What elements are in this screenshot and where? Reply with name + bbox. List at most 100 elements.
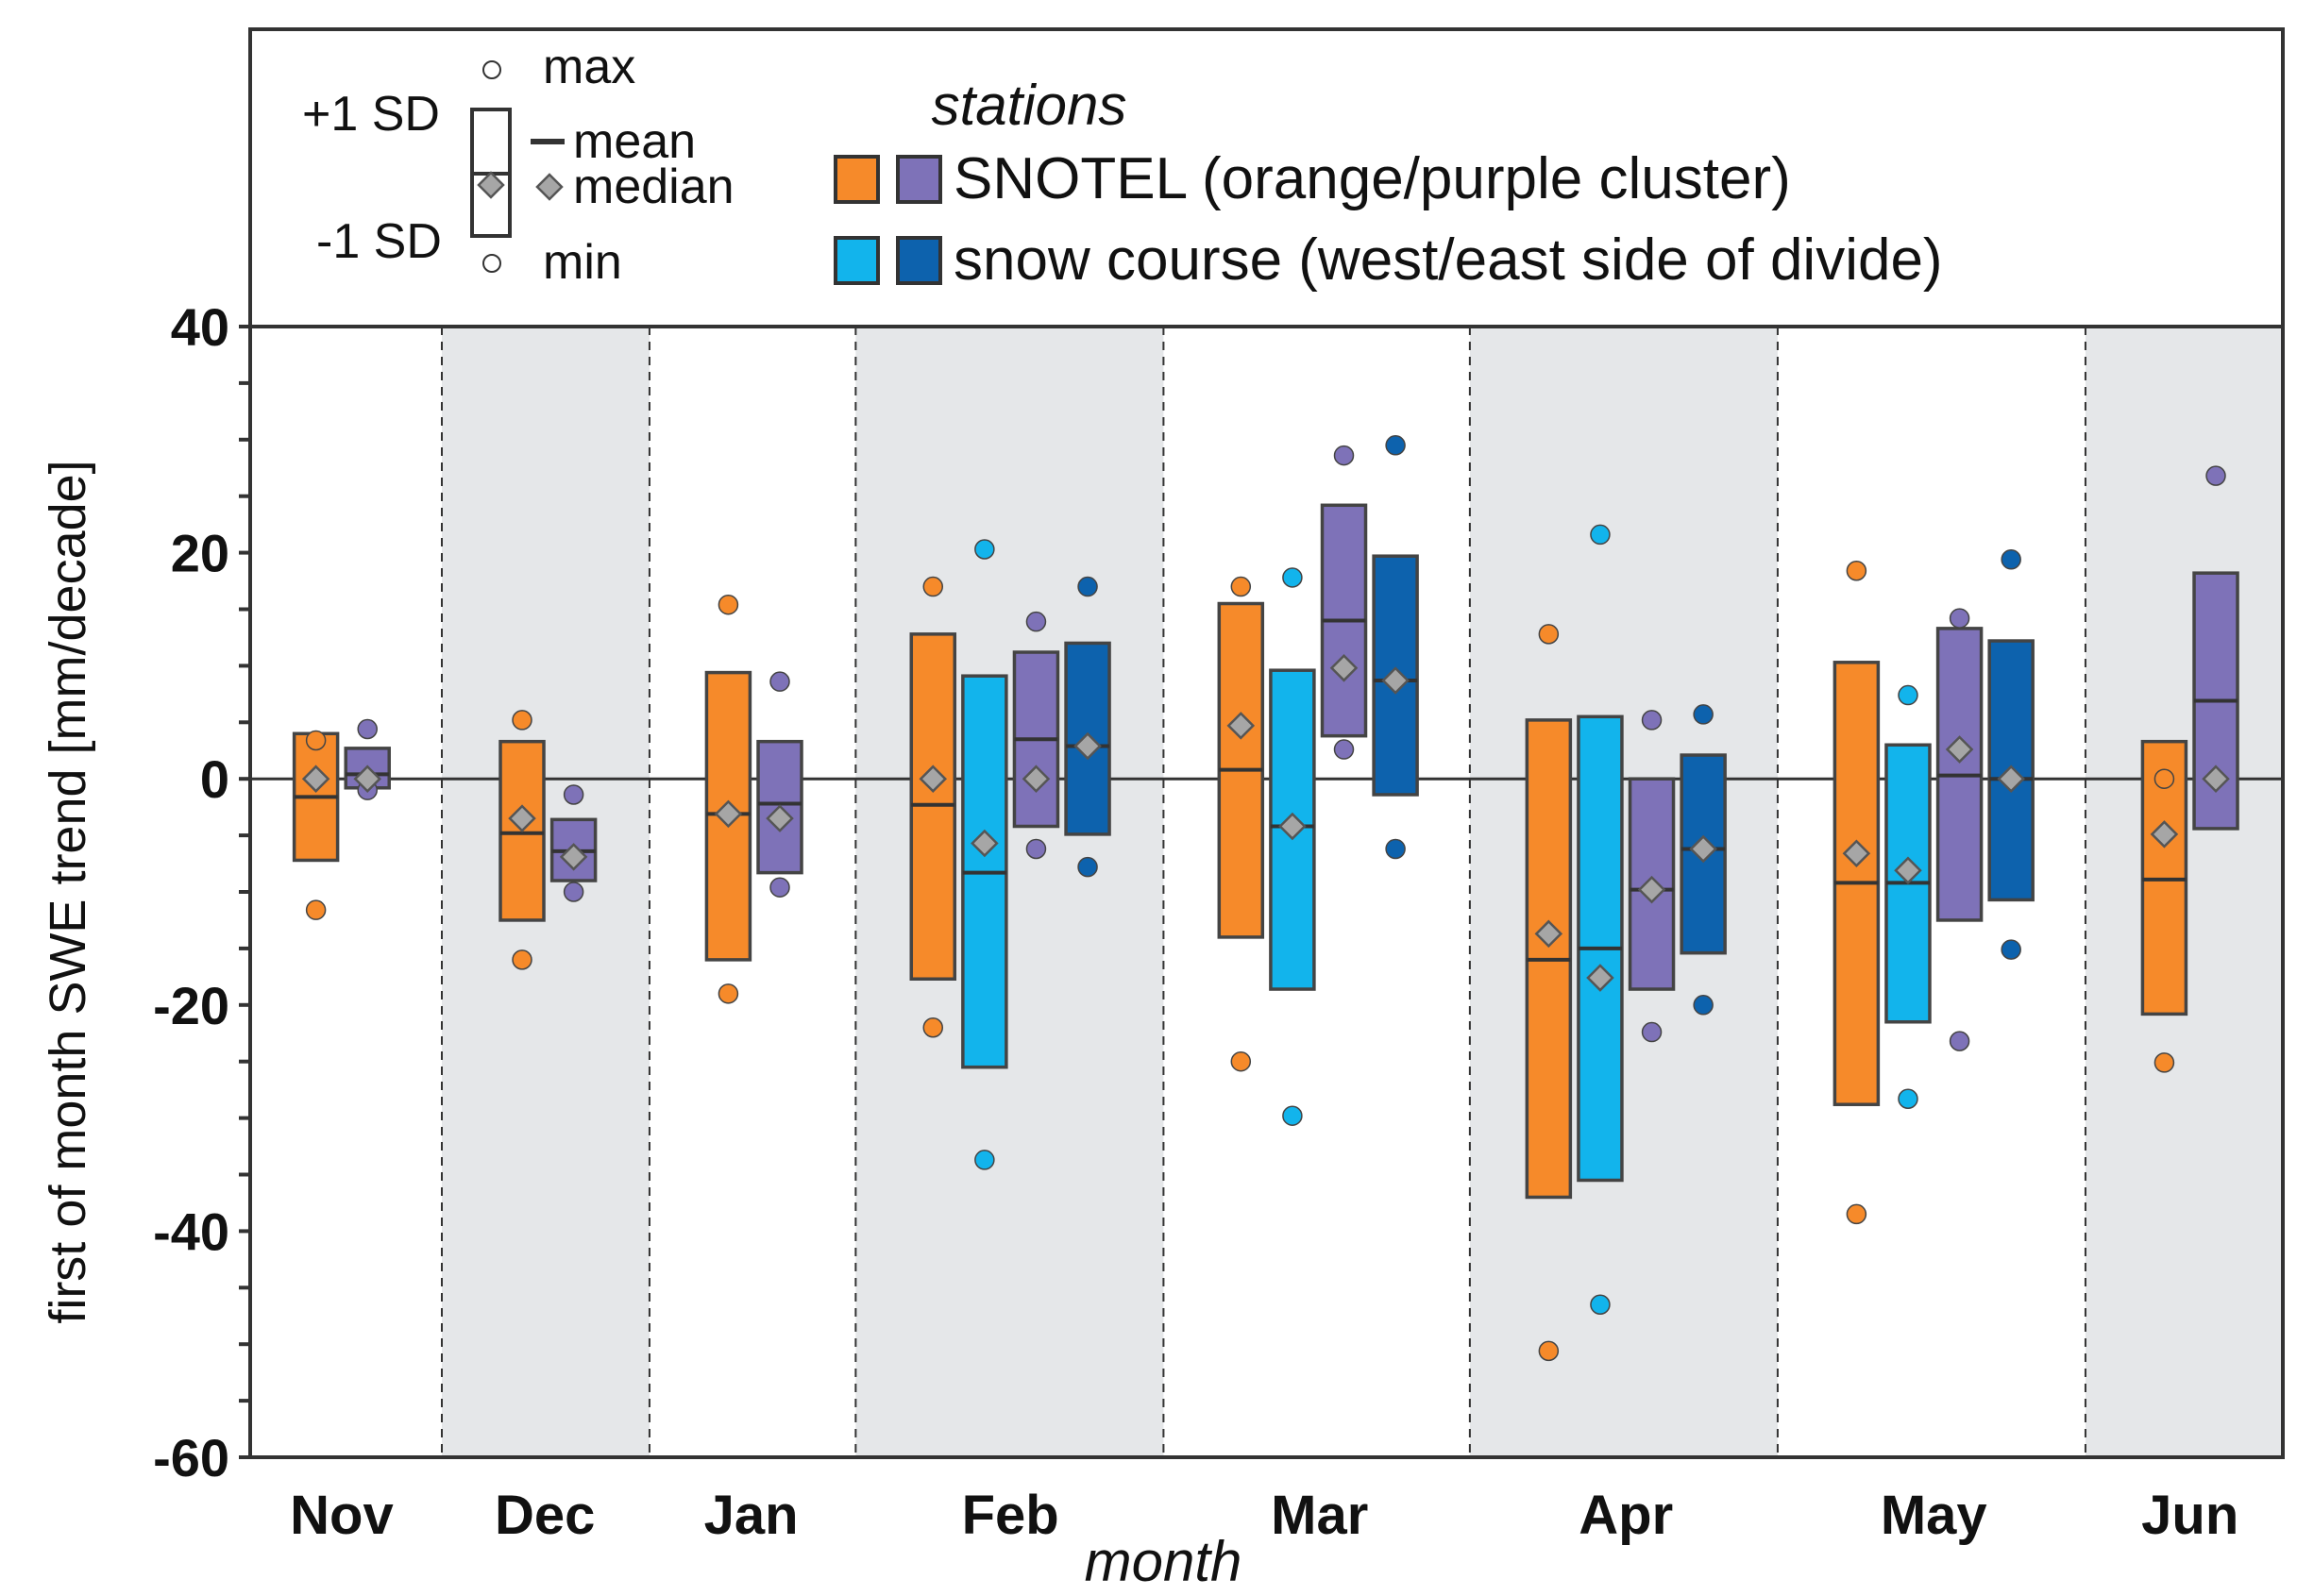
x-tick-label-nov: Nov xyxy=(290,1485,394,1546)
legend-max-label: max xyxy=(543,40,635,94)
max-point xyxy=(1590,524,1611,546)
box-apr-snotel_orange xyxy=(1525,624,1573,1362)
median-diamond xyxy=(1689,834,1717,864)
box-apr-course_east xyxy=(1680,704,1727,1016)
legend-swatch xyxy=(896,155,942,204)
box-may-course_west xyxy=(1884,684,1932,1109)
legend-median-diamond xyxy=(535,173,564,201)
min-point xyxy=(1538,1340,1560,1362)
legend-median-label: median xyxy=(573,160,735,214)
max-point xyxy=(1898,684,1918,706)
box-feb-course_east xyxy=(1064,576,1111,878)
box-jun-snotel_purple xyxy=(2192,465,2239,831)
min-point xyxy=(1846,1203,1867,1225)
median-diamond xyxy=(1894,856,1922,885)
max-point xyxy=(769,671,790,692)
legend-box-median-diamond xyxy=(477,171,505,199)
median-diamond xyxy=(559,843,588,871)
legend-plus-sd-label: +1 SD xyxy=(302,87,440,142)
median-diamond xyxy=(1329,654,1359,682)
shaded-band-feb xyxy=(855,327,1164,1457)
median-diamond xyxy=(1381,666,1410,695)
box-jan-snotel_purple xyxy=(756,671,803,898)
legend-min-circle xyxy=(482,254,501,273)
legend-minus-sd-label: -1 SD xyxy=(316,214,442,269)
min-point xyxy=(1025,838,1047,860)
max-point xyxy=(563,784,584,805)
min-point xyxy=(1077,856,1098,878)
x-tick-label-mar: Mar xyxy=(1271,1485,1368,1546)
x-tick-label-feb: Feb xyxy=(962,1485,1059,1546)
box-may-snotel_purple xyxy=(1935,608,1984,1051)
min-point xyxy=(563,882,584,902)
shaded-band-apr xyxy=(1469,327,1778,1457)
legend-max-circle xyxy=(482,60,501,79)
y-tick-label: -60 xyxy=(153,1428,229,1487)
box-mar-course_east xyxy=(1372,435,1419,860)
min-point xyxy=(2153,1052,2175,1073)
min-point xyxy=(1949,1031,1970,1051)
legend-mean-label: mean xyxy=(573,114,696,169)
median-diamond xyxy=(1534,919,1563,949)
min-point xyxy=(769,877,790,898)
y-tick-label: 0 xyxy=(200,749,229,809)
median-diamond xyxy=(714,799,743,829)
min-point xyxy=(2001,939,2021,960)
median-diamond xyxy=(1997,764,2025,793)
y-tick-label: 20 xyxy=(171,524,229,583)
median-diamond xyxy=(508,804,536,832)
median-diamond xyxy=(766,804,794,832)
max-point xyxy=(1077,576,1098,597)
legend-entry-label: SNOTEL (orange/purple cluster) xyxy=(954,146,1791,211)
min-point xyxy=(1693,995,1714,1016)
median-diamond xyxy=(2202,764,2230,793)
x-tick-label-jan: Jan xyxy=(704,1485,799,1546)
median-diamond xyxy=(1022,764,1051,793)
box-may-course_east xyxy=(1987,549,2035,960)
axes: 40 20 0 -20 -40 -60 Nov Dec Jan Feb Mar Apr May Jun xyxy=(153,297,2238,1546)
max-point xyxy=(922,576,944,597)
box-mar-snotel_orange xyxy=(1217,576,1265,1072)
box-feb-snotel_purple xyxy=(1012,611,1060,860)
sd-box xyxy=(1064,641,1111,836)
median-diamond xyxy=(1586,964,1614,992)
median-diamond xyxy=(1278,812,1307,841)
legend-title: stations xyxy=(932,74,1127,137)
y-tick-label: -40 xyxy=(153,1201,229,1261)
median-diamond xyxy=(1945,735,1974,764)
median-diamond xyxy=(971,829,999,858)
box-apr-snotel_purple xyxy=(1628,710,1676,1043)
y-tick-label: -20 xyxy=(153,976,229,1035)
min-point xyxy=(1385,838,1406,860)
min-point xyxy=(1230,1050,1252,1072)
max-point xyxy=(1538,624,1560,645)
legend-min-label: min xyxy=(543,235,622,290)
max-point xyxy=(1949,608,1970,629)
legend-entry-label: snow course (west/east side of divide) xyxy=(954,227,1943,293)
y-axis-label: first of month SWE trend [mm/decade] xyxy=(40,460,96,1323)
median-diamond xyxy=(353,764,381,793)
min-point xyxy=(1282,1105,1303,1126)
median-diamond xyxy=(919,764,948,793)
max-point xyxy=(2153,768,2175,789)
max-point xyxy=(974,539,995,560)
max-point xyxy=(305,730,327,751)
x-tick-label-dec: Dec xyxy=(495,1485,595,1546)
sd-box xyxy=(1628,777,1676,991)
box-feb-snotel_orange xyxy=(909,576,957,1038)
legend-swatch xyxy=(896,236,942,285)
max-point xyxy=(1025,611,1047,632)
box-apr-course_west xyxy=(1577,524,1624,1316)
box-may-snotel_orange xyxy=(1833,561,1881,1225)
max-point xyxy=(357,718,378,740)
x-tick-label-apr: Apr xyxy=(1579,1485,1673,1546)
max-point xyxy=(1385,435,1406,456)
shaded-band-dec xyxy=(442,327,650,1457)
max-point xyxy=(2001,549,2021,570)
x-axis-label: month xyxy=(1085,1530,1242,1593)
min-point xyxy=(718,983,739,1004)
y-tick-label: 40 xyxy=(171,297,229,357)
min-point xyxy=(1898,1088,1918,1109)
max-point xyxy=(2205,465,2226,486)
